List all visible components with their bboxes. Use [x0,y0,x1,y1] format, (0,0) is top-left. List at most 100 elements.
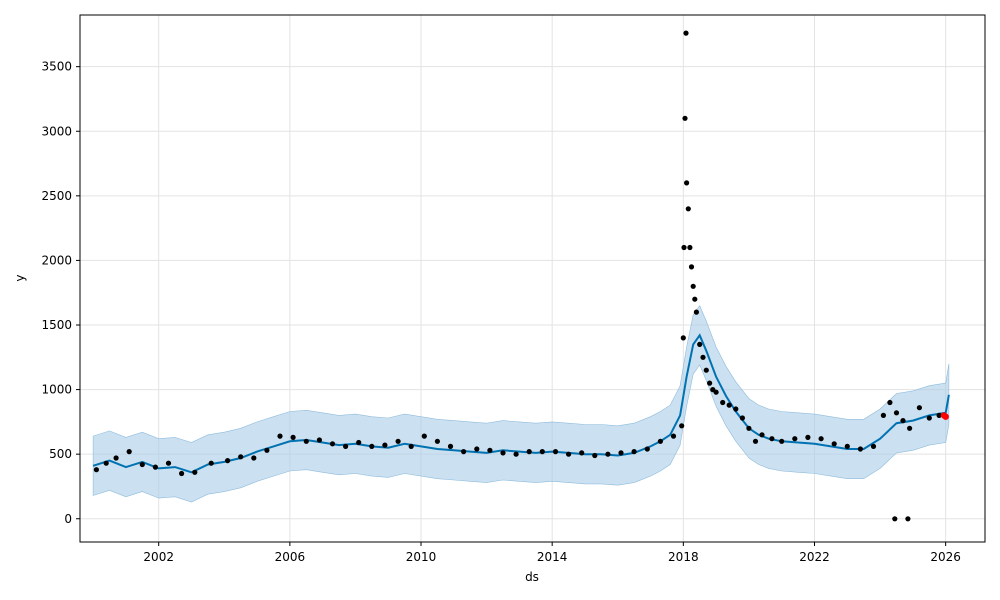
y-tick-label: 0 [64,512,72,526]
forecast-line [92,333,950,474]
observed-point [605,451,611,457]
observed-point [126,449,132,455]
observed-point [618,450,624,456]
observed-point [907,425,913,431]
observed-point [713,389,719,395]
observed-point [697,341,703,347]
observed-point [657,438,664,444]
observed-point [303,438,309,444]
observed-point [779,438,785,444]
observed-point [690,283,696,289]
y-tick-label: 2500 [41,189,72,203]
observed-point [238,454,244,460]
observed-point [900,418,906,424]
y-tick-label: 3000 [41,124,72,138]
observed-point [844,443,850,449]
y-axis-label: y [13,274,27,281]
observed-point [369,443,375,449]
x-tick-label: 2014 [537,550,568,564]
highlight-points-layer [940,412,949,420]
forecast-line-layer [92,333,950,474]
observed-point [592,452,598,459]
x-tick-label: 2022 [799,550,830,564]
grid-layer [80,15,985,542]
observed-point [720,399,726,406]
observed-point [926,415,932,421]
y-tick-label: 500 [49,447,72,461]
observed-point [192,469,198,475]
observed-point [681,244,687,251]
observed-point [579,450,585,456]
observed-point [316,437,322,443]
observed-point [290,434,296,440]
observed-point [461,449,467,455]
x-axis-label: ds [525,570,539,584]
observed-point [474,446,480,452]
observed-point [805,434,811,440]
observed-point [225,458,231,464]
observed-point [831,441,837,447]
observed-point [680,335,686,341]
observed-point [707,380,713,386]
observed-point [670,433,677,439]
observed-point [887,399,893,406]
observed-point [916,405,923,411]
observed-point [684,180,690,186]
observed-point [526,449,532,455]
observed-point [688,264,695,270]
observed-point [208,460,214,466]
x-tick-label: 2018 [668,550,699,564]
observed-point [683,30,689,36]
observed-point [487,447,493,453]
x-tick-label: 2006 [275,550,306,564]
observed-point [905,516,911,522]
observed-point [682,115,688,121]
observed-point [769,436,775,442]
observed-point [103,460,109,466]
observed-point [733,406,739,412]
observed-point [277,433,283,439]
observed-point [251,455,257,461]
observed-point [152,464,158,470]
observed-point [687,244,693,251]
observed-point [552,449,559,455]
observed-point [936,412,942,418]
x-tick-label: 2002 [143,550,174,564]
observed-point [356,439,362,446]
plot-frame [79,14,986,543]
observed-point [726,402,732,408]
observed-point [703,367,709,373]
observed-point [513,451,519,457]
uncertainty-band-layer [92,304,950,503]
observed-point [692,296,698,302]
observed-point [759,432,765,438]
highlight-point [942,413,949,420]
x-tick-label: 2026 [930,550,961,564]
observed-point [746,425,752,431]
observed-point [892,516,898,522]
observed-point [179,470,185,477]
observed-point [139,461,145,468]
observed-point [93,467,99,473]
observed-point [880,412,887,418]
observed-point [679,423,685,429]
observed-point [113,455,119,461]
y-tick-label: 3500 [41,60,72,74]
y-tick-label: 2000 [41,253,72,267]
observed-point [566,451,572,457]
observed-point [700,354,706,360]
observed-point [395,438,401,444]
observed-point [165,460,172,466]
observed-point [329,441,336,447]
observed-point [343,443,349,449]
y-tick-label: 1500 [41,318,72,332]
observed-point [818,436,824,442]
observed-point [857,446,864,452]
observed-point [870,443,877,449]
observed-point [644,446,650,452]
observed-point [539,449,545,455]
observed-point [447,443,454,449]
y-axis-ticks: 0 500 1000 1500 2000 2500 3000 3500 [41,60,80,526]
observed-point [631,449,637,455]
